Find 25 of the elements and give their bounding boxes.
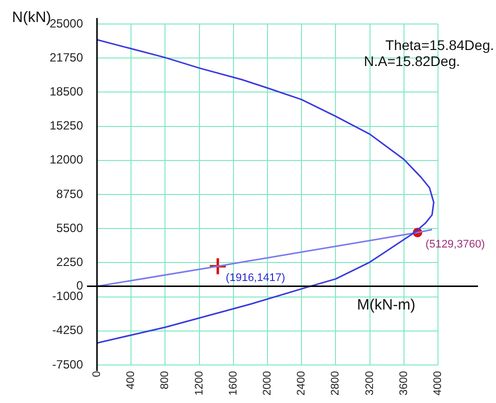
y-tick-label: -7500 bbox=[52, 357, 84, 372]
x-tick-label: 2800 bbox=[330, 371, 342, 396]
y-tick-label: 25000 bbox=[50, 16, 84, 30]
x-axis-title: M(kN-m) bbox=[357, 296, 416, 314]
x-tick-label: 4000 bbox=[432, 371, 444, 396]
x-tick-label: 2400 bbox=[296, 371, 308, 396]
x-tick-label: 3200 bbox=[364, 371, 376, 396]
y-tick-label: 21750 bbox=[50, 50, 84, 64]
y-tick-label: 15250 bbox=[50, 118, 84, 133]
x-tick-label: 0 bbox=[91, 371, 104, 378]
x-tick-label: 1600 bbox=[227, 371, 240, 396]
x-tick-label: 800 bbox=[159, 371, 172, 390]
y-tick-label: 2250 bbox=[56, 255, 84, 270]
y-tick-label: 18500 bbox=[50, 84, 84, 99]
x-tick-label: 400 bbox=[125, 371, 138, 390]
annotation: Theta=15.84Deg. bbox=[385, 37, 494, 53]
x-tick-label: 3600 bbox=[398, 371, 410, 396]
y-tick-label: 5500 bbox=[56, 220, 84, 235]
y-tick-label: 8750 bbox=[56, 186, 84, 201]
x-tick-label: 2000 bbox=[262, 371, 274, 396]
annotation: N.A=15.82Deg. bbox=[364, 53, 460, 69]
x-tick-label: 1200 bbox=[193, 371, 206, 396]
y-tick-label: -4250 bbox=[52, 323, 84, 338]
y-tick-label: 12000 bbox=[50, 152, 84, 167]
y-axis-title: N(kN) bbox=[12, 9, 52, 26]
